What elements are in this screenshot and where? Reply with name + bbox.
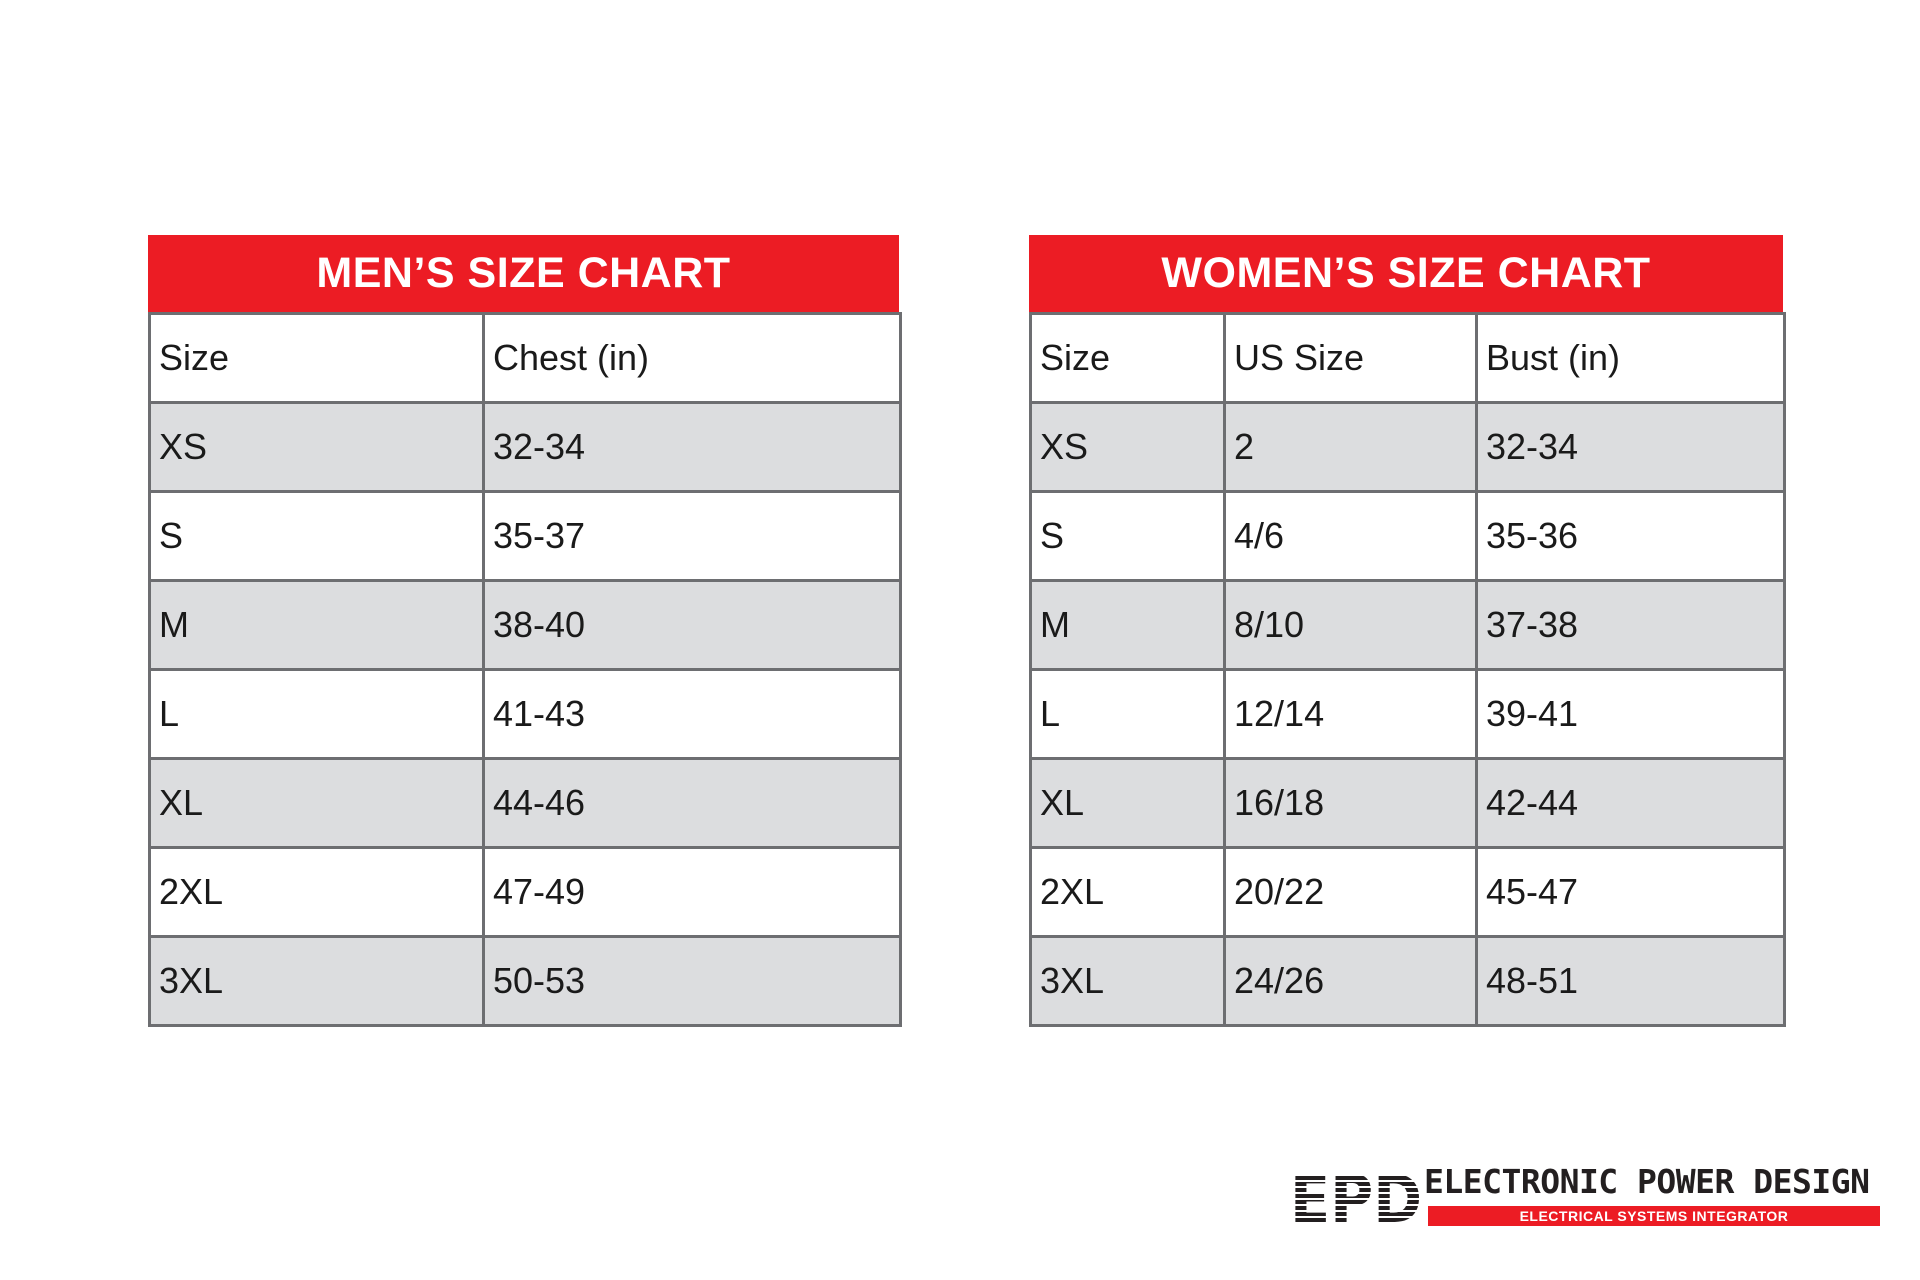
table-row: L 41-43 bbox=[148, 668, 902, 760]
column-header-size: Size bbox=[148, 312, 485, 404]
chest-cell: 35-37 bbox=[482, 490, 902, 582]
womens-chart-title: WOMEN’S SIZE CHART bbox=[1029, 235, 1783, 312]
chest-cell: 47-49 bbox=[482, 846, 902, 938]
us-size-cell: 20/22 bbox=[1223, 846, 1478, 938]
svg-text:EPD: EPD bbox=[1290, 1164, 1422, 1226]
company-tagline: ELECTRICAL SYSTEMS INTEGRATOR bbox=[1428, 1206, 1880, 1226]
column-header-bust: Bust (in) bbox=[1475, 312, 1786, 404]
size-cell: 2XL bbox=[148, 846, 485, 938]
chest-cell: 38-40 bbox=[482, 579, 902, 671]
womens-size-table: Size US Size Bust (in) XS 2 32-34 S 4/6 … bbox=[1029, 312, 1786, 1027]
table-row: L 12/14 39-41 bbox=[1029, 668, 1786, 760]
bust-cell: 45-47 bbox=[1475, 846, 1786, 938]
table-row: XS 2 32-34 bbox=[1029, 401, 1786, 493]
size-cell: S bbox=[1029, 490, 1226, 582]
table-row: S 35-37 bbox=[148, 490, 902, 582]
table-row: M 8/10 37-38 bbox=[1029, 579, 1786, 671]
bust-cell: 48-51 bbox=[1475, 935, 1786, 1027]
mens-size-chart: MEN’S SIZE CHART Size Chest (in) XS 32-3… bbox=[148, 235, 902, 1027]
company-logo: EPD ELECTRONIC POWER DESIGN ELECTRICAL S… bbox=[1290, 1162, 1880, 1228]
womens-size-chart: WOMEN’S SIZE CHART Size US Size Bust (in… bbox=[1029, 235, 1786, 1027]
table-row: M 38-40 bbox=[148, 579, 902, 671]
bust-cell: 42-44 bbox=[1475, 757, 1786, 849]
size-cell: M bbox=[148, 579, 485, 671]
size-cell: 3XL bbox=[148, 935, 485, 1027]
mens-size-table: Size Chest (in) XS 32-34 S 35-37 M 38-40… bbox=[148, 312, 902, 1027]
size-cell: XS bbox=[1029, 401, 1226, 493]
column-header-us-size: US Size bbox=[1223, 312, 1478, 404]
size-cell: 3XL bbox=[1029, 935, 1226, 1027]
company-name: ELECTRONIC POWER DESIGN bbox=[1424, 1162, 1870, 1201]
table-row: 3XL 50-53 bbox=[148, 935, 902, 1027]
bust-cell: 39-41 bbox=[1475, 668, 1786, 760]
table-row: XL 44-46 bbox=[148, 757, 902, 849]
size-cell: XL bbox=[148, 757, 485, 849]
mens-chart-title: MEN’S SIZE CHART bbox=[148, 235, 899, 312]
size-cell: XS bbox=[148, 401, 485, 493]
us-size-cell: 2 bbox=[1223, 401, 1478, 493]
table-header-row: Size Chest (in) bbox=[148, 312, 902, 404]
table-row: 2XL 47-49 bbox=[148, 846, 902, 938]
table-row: 2XL 20/22 45-47 bbox=[1029, 846, 1786, 938]
bust-cell: 35-36 bbox=[1475, 490, 1786, 582]
us-size-cell: 4/6 bbox=[1223, 490, 1478, 582]
chest-cell: 32-34 bbox=[482, 401, 902, 493]
size-cell: 2XL bbox=[1029, 846, 1226, 938]
table-row: XS 32-34 bbox=[148, 401, 902, 493]
table-row: 3XL 24/26 48-51 bbox=[1029, 935, 1786, 1027]
size-cell: XL bbox=[1029, 757, 1226, 849]
size-cell: S bbox=[148, 490, 485, 582]
size-cell: M bbox=[1029, 579, 1226, 671]
column-header-chest: Chest (in) bbox=[482, 312, 902, 404]
table-header-row: Size US Size Bust (in) bbox=[1029, 312, 1786, 404]
column-header-size: Size bbox=[1029, 312, 1226, 404]
bust-cell: 37-38 bbox=[1475, 579, 1786, 671]
table-row: XL 16/18 42-44 bbox=[1029, 757, 1786, 849]
chest-cell: 50-53 bbox=[482, 935, 902, 1027]
table-row: S 4/6 35-36 bbox=[1029, 490, 1786, 582]
us-size-cell: 24/26 bbox=[1223, 935, 1478, 1027]
chest-cell: 41-43 bbox=[482, 668, 902, 760]
us-size-cell: 12/14 bbox=[1223, 668, 1478, 760]
us-size-cell: 8/10 bbox=[1223, 579, 1478, 671]
us-size-cell: 16/18 bbox=[1223, 757, 1478, 849]
bust-cell: 32-34 bbox=[1475, 401, 1786, 493]
size-cell: L bbox=[1029, 668, 1226, 760]
chest-cell: 44-46 bbox=[482, 757, 902, 849]
epd-logo-mark: EPD bbox=[1290, 1164, 1422, 1226]
size-cell: L bbox=[148, 668, 485, 760]
